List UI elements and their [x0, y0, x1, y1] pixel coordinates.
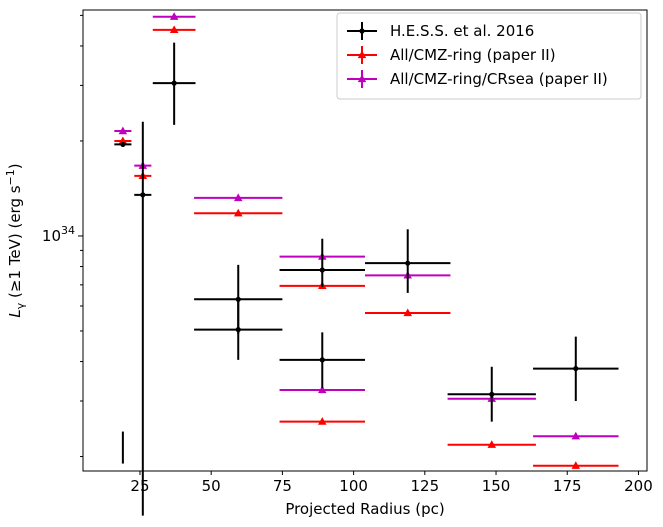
data-point — [405, 260, 411, 266]
legend-marker — [359, 28, 365, 34]
data-point — [317, 417, 327, 425]
x-tick-label: 50 — [202, 477, 221, 495]
data-point — [573, 365, 579, 372]
data-point — [120, 141, 126, 148]
x-tick-label: 125 — [410, 477, 439, 495]
y-axis-label-subscript: γ — [14, 302, 27, 309]
data-point — [487, 440, 497, 448]
series-0 — [114, 42, 619, 516]
x-tick-label: 100 — [339, 477, 368, 495]
legend-marker — [357, 50, 367, 59]
data-point — [403, 308, 413, 317]
y-axis-label-middle: (≥1 TeV) (erg s — [6, 185, 24, 302]
y-tick-label: 1034 — [42, 224, 75, 245]
data-point — [140, 192, 146, 198]
x-tick-label: 75 — [273, 477, 292, 495]
y-axis-label-superscript: −1 — [4, 169, 17, 185]
axes-ticks: 25 50 75 100 125 150 175 200 1034 — [42, 14, 653, 495]
y-axis-label: Lγ (≥1 TeV) (erg s−1) — [4, 163, 27, 317]
legend-label: All/CMZ-ring/CRsea (paper II) — [390, 70, 608, 88]
legend-label: H.E.S.S. et al. 2016 — [390, 22, 534, 40]
data-point — [571, 431, 581, 440]
y-axis-label-suffix: ) — [6, 163, 24, 169]
data-point — [235, 327, 241, 333]
x-tick-label: 175 — [553, 477, 582, 495]
data-point — [317, 385, 327, 394]
data-point — [319, 267, 325, 273]
data-point — [118, 126, 128, 135]
data-layer — [114, 12, 619, 516]
data-point — [169, 12, 179, 20]
x-tick-label: 200 — [624, 477, 653, 495]
data-point — [233, 193, 243, 202]
x-tick-label: 150 — [482, 477, 511, 495]
data-point — [171, 80, 177, 86]
plot-frame — [82, 9, 648, 472]
legend-label: All/CMZ-ring (paper II) — [390, 46, 556, 64]
data-point — [118, 136, 128, 145]
x-tick-label: 25 — [130, 477, 149, 495]
data-point — [169, 25, 179, 33]
data-point — [571, 461, 581, 469]
data-point — [319, 357, 325, 363]
y-tick-label-exponent: 34 — [61, 224, 75, 237]
data-point — [233, 208, 243, 217]
legend-box — [336, 12, 642, 100]
y-axis-label-prefix: L — [6, 309, 24, 317]
x-axis-label: Projected Radius (pc) — [285, 500, 444, 518]
legend: H.E.S.S. et al. 2016 All/CMZ-ring (paper … — [336, 12, 642, 100]
legend-marker — [357, 74, 367, 83]
data-point — [489, 391, 495, 397]
y-tick-label-base: 10 — [42, 227, 61, 245]
